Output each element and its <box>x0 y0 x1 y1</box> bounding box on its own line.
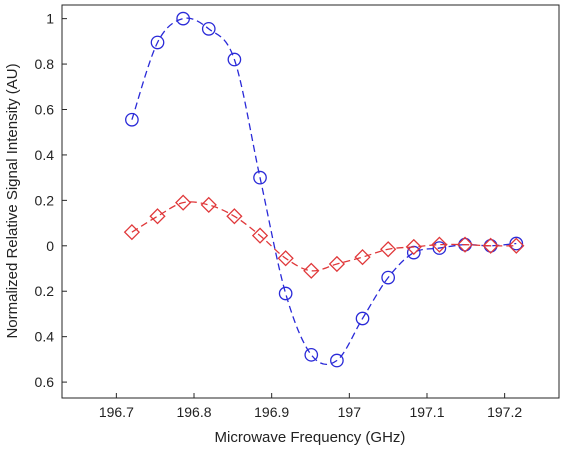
series-0-point-9 <box>355 311 370 326</box>
x-tick-label-1: 196.8 <box>176 404 211 420</box>
series-1-point-4 <box>226 208 243 225</box>
series-1-point-10 <box>380 241 397 258</box>
series-0-point-2 <box>176 11 190 26</box>
series-0-point-8 <box>330 353 344 368</box>
y-tick-label-8: 0.6 <box>35 374 55 390</box>
series-1-point-8 <box>328 255 346 273</box>
x-tick-label-4: 197.1 <box>409 404 444 420</box>
series-1-point-9 <box>354 249 371 266</box>
series-1-point-0 <box>123 224 141 241</box>
x-tick-label-0: 196.7 <box>99 404 134 420</box>
y-tick-label-3: 0.4 <box>35 147 55 163</box>
y-tick-label-0: 1 <box>46 11 54 27</box>
x-axis-ticks: 196.7 196.8 196.9 197 197.1 197.2 <box>99 393 522 420</box>
series-1-point-15 <box>508 237 525 254</box>
series-0-point-7 <box>304 347 319 362</box>
y-axis-title: Normalized Relative Signal Intensity (AU… <box>4 63 21 338</box>
series-0-point-6 <box>278 286 293 301</box>
series-layer <box>123 11 525 368</box>
series-0-point-5 <box>253 170 267 185</box>
x-tick-label-5: 197.2 <box>487 404 522 420</box>
y-tick-label-5: 0 <box>46 238 54 254</box>
series-0-point-15 <box>509 236 524 251</box>
series-1-point-6 <box>277 250 294 267</box>
plot-area <box>61 4 560 399</box>
series-1-point-3 <box>200 196 217 214</box>
y-tick-label-6: 0.2 <box>35 283 55 299</box>
x-tick-label-3: 197 <box>338 404 362 420</box>
series-0-point-13 <box>458 237 472 252</box>
x-tick-label-2: 196.9 <box>254 404 289 420</box>
series-0-point-1 <box>150 35 165 50</box>
series-1-point-14 <box>482 237 499 254</box>
series-1-line <box>131 201 517 272</box>
y-tick-label-4: 0.2 <box>35 192 55 208</box>
series-1-point-13 <box>456 236 474 253</box>
series-0-point-12 <box>432 241 447 255</box>
y-tick-label-7: 0.4 <box>35 329 55 345</box>
series-1-point-7 <box>303 262 320 279</box>
y-axis-ticks: 1 0.8 0.6 0.4 0.2 0 0.2 0.4 0.6 <box>35 11 67 390</box>
series-1-point-12 <box>431 236 448 253</box>
series-0-point-0 <box>125 112 139 127</box>
series-1-point-5 <box>251 227 269 244</box>
y-tick-label-1: 0.8 <box>35 56 55 72</box>
x-axis-title: Microwave Frequency (GHz) <box>215 429 406 446</box>
series-0-point-4 <box>227 52 242 67</box>
series-1-point-1 <box>149 208 166 225</box>
series-0-point-3 <box>201 22 216 36</box>
series-1-point-11 <box>405 238 422 256</box>
series-1-point-2 <box>175 194 192 211</box>
series-0-point-10 <box>381 270 396 285</box>
y-tick-label-2: 0.6 <box>35 101 55 117</box>
